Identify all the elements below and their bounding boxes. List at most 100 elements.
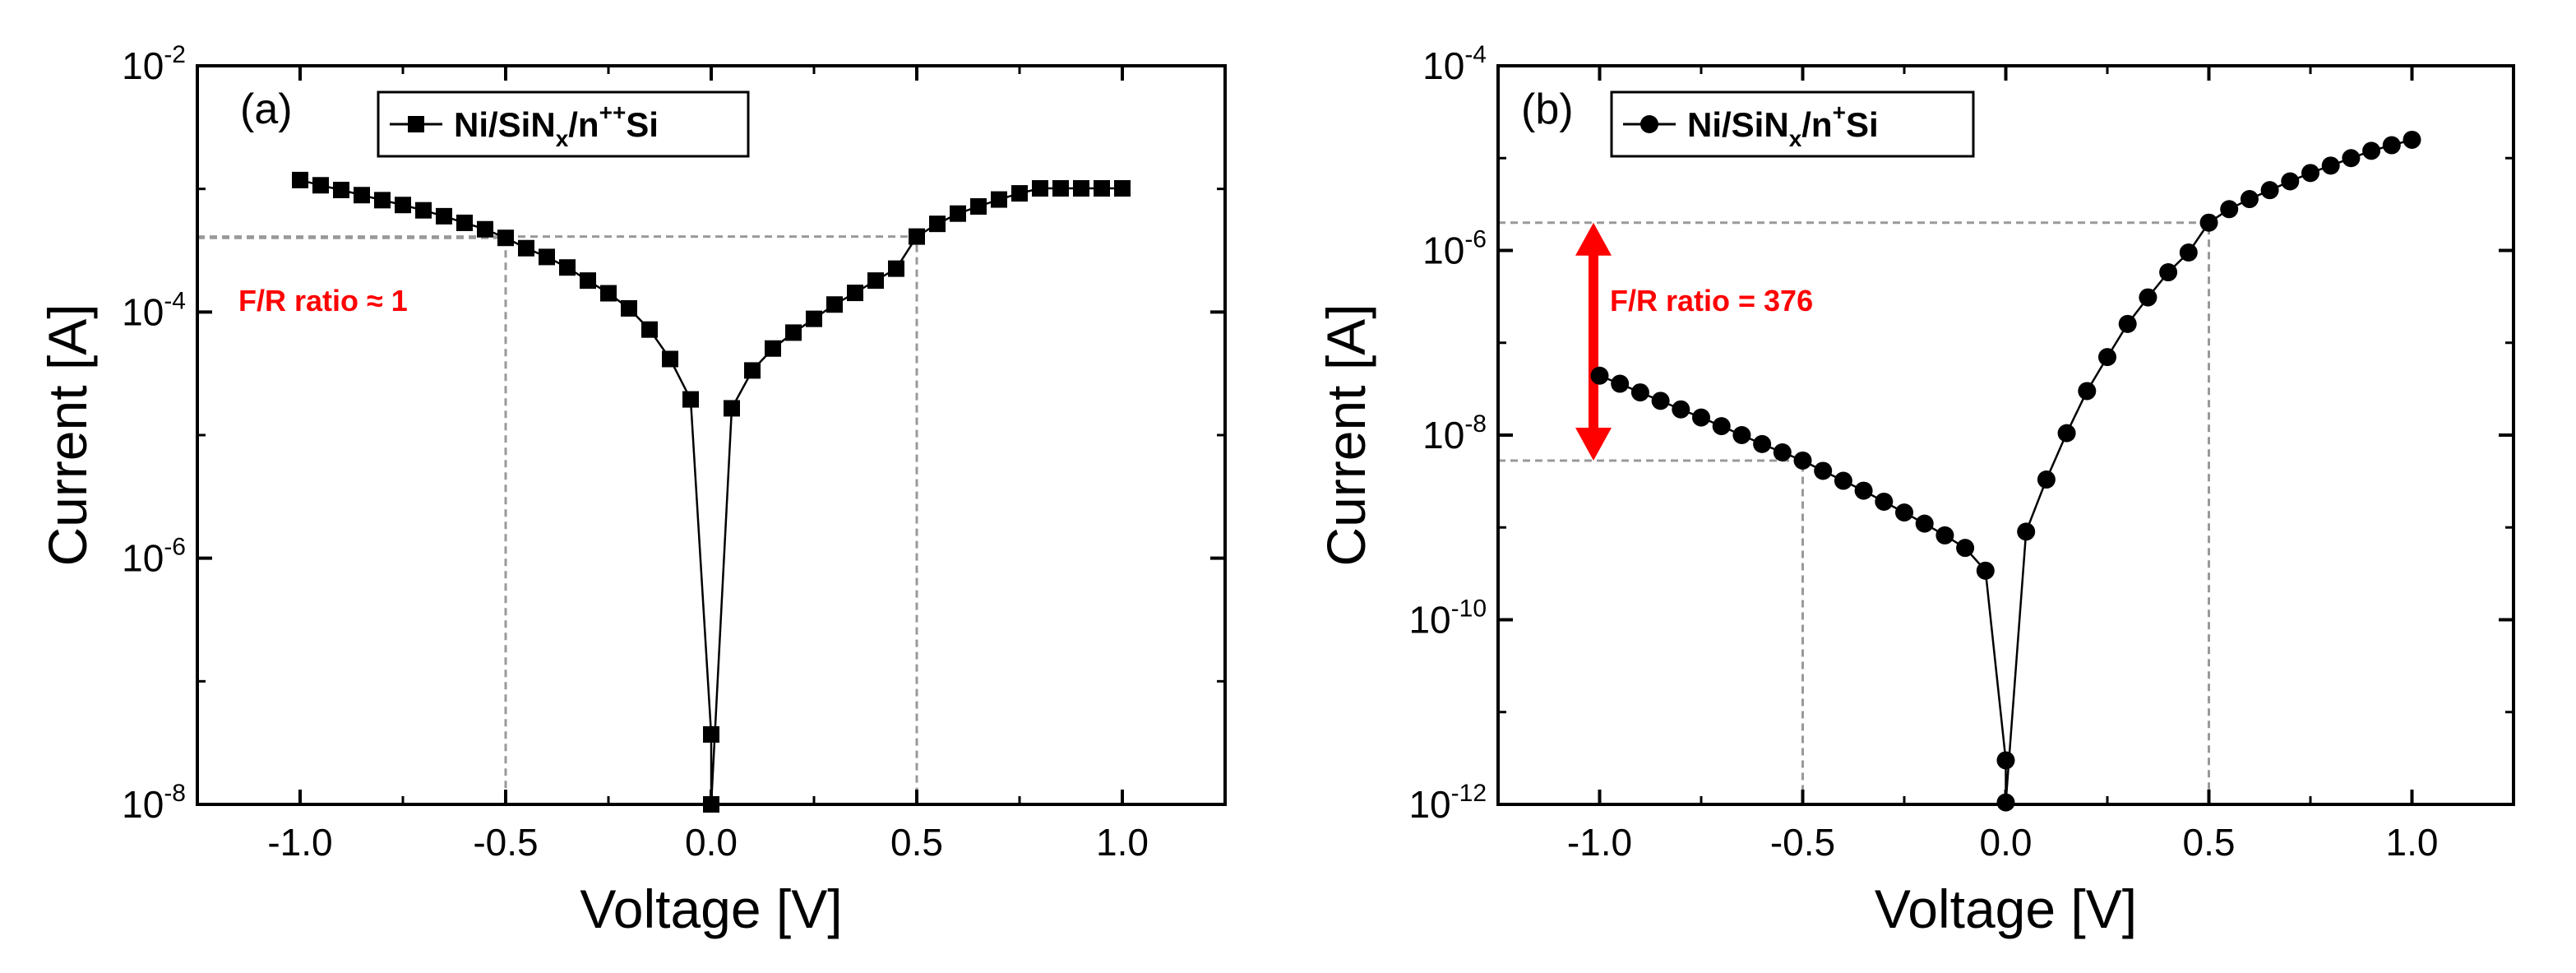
data-point [1052,180,1069,197]
legend-superscript: + [1833,100,1846,125]
plot-frame [196,64,1227,806]
legend-label: Ni/SiNx/n+Si [1687,100,1879,151]
x-axis-label: Voltage [V] [580,878,842,939]
data-point [847,285,863,302]
data-point [2240,190,2259,209]
data-point [970,198,987,215]
data-point [600,285,617,302]
plot-frame [1496,64,2515,806]
data-point [477,220,493,238]
data-point [888,260,904,277]
y-tick-label: 10-2 [122,41,186,87]
y-axis-label: Current [A] [37,303,98,566]
data-point [2281,172,2300,191]
data-point [2403,130,2421,149]
y-tick-base: 10 [1422,229,1464,272]
y-tick-base: 10 [1422,414,1464,456]
x-tick-label: 0.0 [1980,821,2033,864]
y-tick-exponent: -8 [1464,410,1487,438]
y-tick-label: 10-4 [1422,41,1487,87]
data-point [724,400,740,417]
data-point [2220,200,2239,219]
y-tick-exponent: -6 [164,534,186,561]
panel-a: -1.0 -0.5 0.0 0.5 1.010-810-610-410-2Voltage… [37,41,1227,939]
y-tick-exponent: -4 [164,287,186,314]
guide-line [1498,221,2210,804]
y-tick-base: 10 [1422,44,1464,87]
y-tick-label: 10-6 [122,534,186,580]
data-point [1672,400,1690,419]
legend-superscript: ++ [599,100,627,125]
legend-rest: /n [568,105,599,144]
data-point [1773,443,1792,462]
data-point [826,296,843,313]
data-point [929,215,946,233]
x-tick-label: -1.0 [1567,821,1632,864]
data-point [1935,526,1954,544]
data-point [312,177,329,194]
data-point [2037,470,2056,489]
data-point [518,239,534,257]
data-point [682,391,699,408]
data-point [333,181,349,198]
data-point [559,259,576,276]
data-point [991,191,1007,208]
y-tick-label: 10-12 [1408,780,1487,826]
data-point [1611,374,1630,393]
data-point [703,725,719,743]
y-tick-label: 10-10 [1408,595,1487,642]
data-point [436,207,452,225]
data-point [2362,141,2381,160]
data-point [415,202,432,219]
data-point [497,229,514,247]
data-point [1692,408,1710,427]
data-point [2382,136,2401,155]
series-line [1599,138,2412,803]
data-point [2139,288,2157,307]
y-tick-base: 10 [1408,599,1450,642]
panel-label: (a) [240,86,293,133]
data-point [765,340,781,357]
data-point [744,362,761,379]
legend-main: Ni/SiN [454,105,556,144]
y-tick-base: 10 [122,783,164,826]
legend-subscript: x [1789,126,1802,151]
arrow-head-down-icon [1575,427,1612,461]
legend-subscript: x [556,126,569,151]
data-point [950,205,966,222]
data-point [1011,185,1028,202]
y-tick-label: 10-4 [122,287,186,333]
data-point [1956,539,1975,558]
guide-line [197,236,507,804]
legend-marker-square-icon [408,116,424,132]
y-tick-base: 10 [1408,783,1450,826]
data-point [785,324,802,341]
data-point [1915,514,1934,533]
data-point [2260,181,2279,200]
data-point [1630,383,1649,402]
y-tick-exponent: -6 [1464,226,1487,253]
ratio-annotation: F/R ratio ≈ 1 [238,284,408,317]
x-tick-label: 1.0 [1096,821,1149,864]
data-point [662,350,678,368]
data-point [1814,461,1833,480]
data-point [374,192,391,209]
data-point [292,171,308,188]
legend-tail: Si [1846,105,1879,144]
x-tick-label: 0.0 [685,821,738,864]
data-point [539,248,555,266]
data-point [354,187,370,204]
data-point [1753,434,1772,453]
data-point [2017,522,2036,541]
x-tick-label: -1.0 [267,821,332,864]
y-tick-exponent: -2 [164,41,186,68]
data-point [2078,382,2097,401]
data-point [2057,424,2076,442]
data-point [1651,392,1670,410]
data-point [909,228,925,245]
data-point [867,272,884,290]
y-axis-label: Current [A] [1316,303,1376,566]
x-tick-label: -0.5 [1770,821,1835,864]
data-point [2159,263,2178,282]
legend-tail: Si [626,105,659,144]
